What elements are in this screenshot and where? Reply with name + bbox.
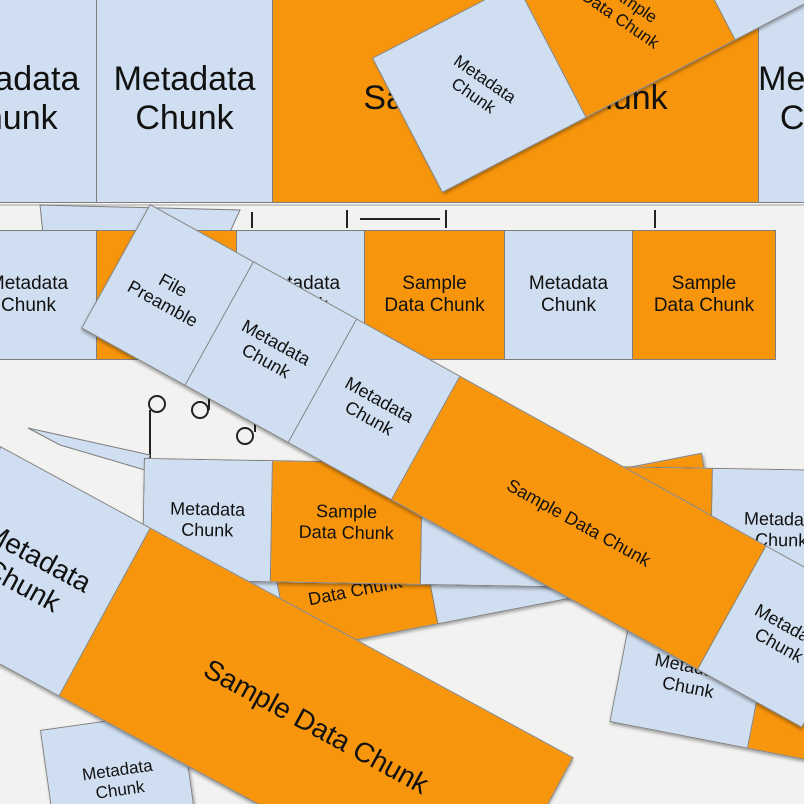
sample-data-chunk-label: Sample Data Chunk: [653, 273, 755, 316]
metadata-chunk-label: Metadata Chunk: [0, 273, 69, 316]
metadata-chunk-label: Metadata Chunk: [238, 315, 314, 383]
metadata-chunk: Metadata Chunk: [0, 231, 97, 359]
metadata-chunk-label: Metadata Chunk: [169, 498, 246, 541]
metadata-chunk-label: Metadata Chunk: [528, 273, 609, 316]
metadata-chunk-label: Metadata Chunk: [341, 373, 417, 440]
metadata-chunk-label: Metadata Chunk: [759, 59, 804, 137]
sample-data-chunk-label: Sample Data Chunk: [298, 501, 394, 544]
metadata-chunk: Metadata Chunk: [505, 231, 633, 359]
sample-data-chunk-label: Sample Data Chunk: [503, 474, 655, 571]
sample-data-chunk-label: Sample Data Chunk: [577, 0, 663, 53]
metadata-chunk: Metadata Chunk: [759, 0, 804, 202]
sample-data-chunk-label: Sample Data Chunk: [384, 273, 485, 316]
sample-data-chunk-label: Sample Data Chunk: [198, 652, 434, 800]
metadata-chunk-label: Metadata Chunk: [0, 515, 97, 619]
metadata-chunk: Metadata Chunk: [0, 0, 97, 202]
metadata-chunk-label: Metadata Chunk: [751, 600, 804, 667]
metadata-chunk-label: Metadata Chunk: [0, 59, 80, 137]
connector-node: [191, 401, 209, 419]
metadata-chunk-label: Metadata Chunk: [113, 59, 256, 137]
metadata-chunk-label: Metadata Chunk: [80, 756, 154, 803]
metadata-chunk: Metadata Chunk: [97, 0, 273, 202]
connector-node: [148, 395, 166, 413]
connector-node: [236, 427, 254, 445]
paper-wedge-shape: [27, 427, 151, 471]
sample-data-chunk: Sample Data Chunk: [633, 231, 775, 359]
metadata-chunk-label: Metadata Chunk: [448, 51, 520, 118]
file-preamble-label: File Preamble: [124, 269, 202, 332]
